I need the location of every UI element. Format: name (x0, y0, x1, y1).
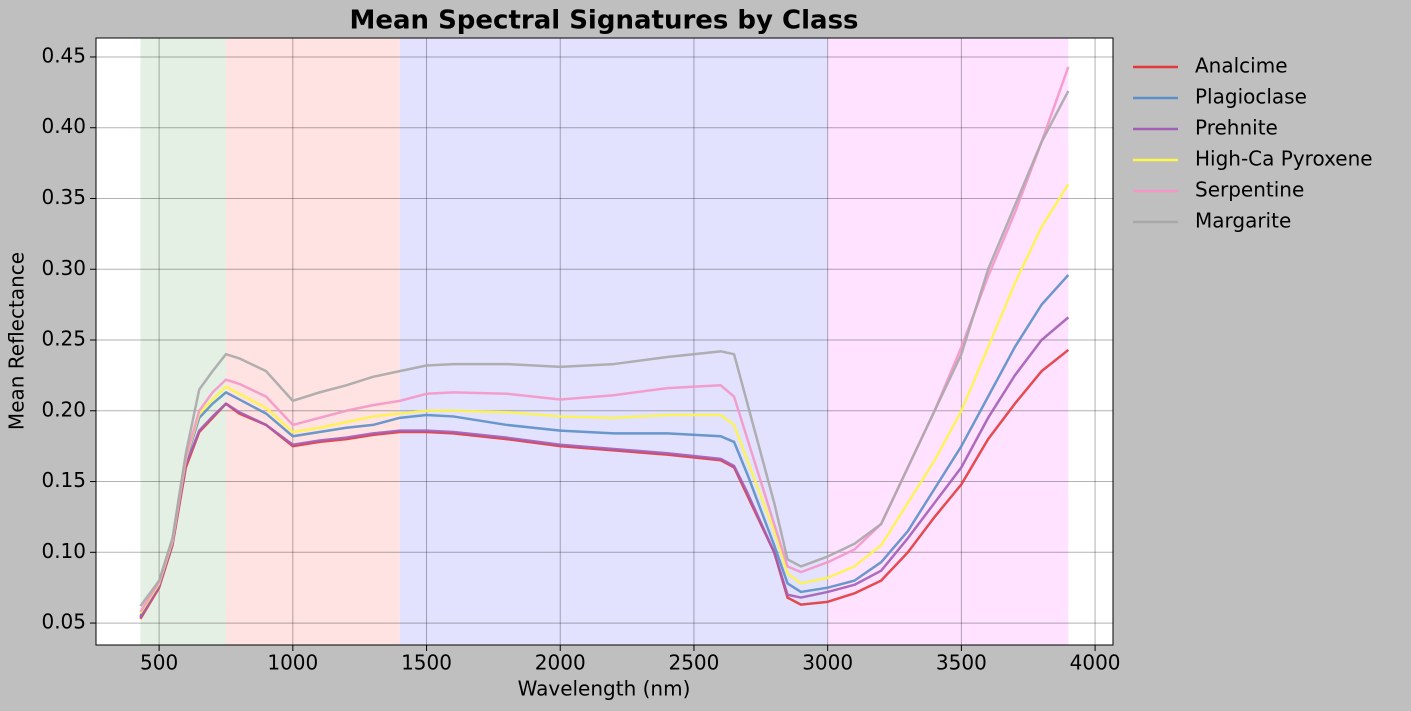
y-axis-title: Mean Reflectance (5, 252, 29, 430)
y-tick-label: 0.05 (41, 610, 86, 634)
lines (139, 66, 1070, 620)
y-tick-label: 0.25 (41, 327, 86, 351)
series-line (139, 274, 1070, 617)
y-tick-label: 0.30 (41, 256, 86, 280)
y-tick-label: 0.20 (41, 397, 86, 421)
x-tick-label: 4000 (1070, 651, 1121, 675)
x-tick-label: 2500 (668, 651, 719, 675)
series-line (139, 183, 1070, 614)
chart-title: Mean Spectral Signatures by Class (349, 6, 858, 36)
series-line (139, 90, 1070, 607)
legend-label: Prehnite (1195, 116, 1278, 140)
x-tick-label: 3000 (802, 651, 853, 675)
x-tick-label: 500 (140, 651, 178, 675)
legend-label: Serpentine (1195, 178, 1304, 202)
y-tick-label: 0.45 (41, 43, 86, 67)
legend-label: Margarite (1195, 209, 1291, 233)
x-tick-label: 3500 (936, 651, 987, 675)
grid (96, 38, 1113, 645)
legend-label: High-Ca Pyroxene (1195, 147, 1373, 171)
y-tick-label: 0.15 (41, 468, 86, 492)
labels: 500 1000 1500 2000 2500 3000 3500 4000 0.05 0.10 0… (41, 43, 1372, 674)
spectral-region (140, 38, 226, 645)
y-tick-label: 0.10 (41, 539, 86, 563)
legend-label: Plagioclase (1195, 85, 1307, 109)
x-axis-title: Wavelength (nm) (518, 677, 691, 701)
x-tick-label: 2000 (535, 651, 586, 675)
series-line (139, 316, 1070, 619)
regions (140, 38, 1069, 645)
x-tick-label: 1500 (401, 651, 452, 675)
plot-frame (95, 37, 1114, 646)
y-tick-label: 0.40 (41, 114, 86, 138)
spectral-region (225, 38, 400, 645)
y-tick-label: 0.35 (41, 185, 86, 209)
x-tick-label: 1000 (267, 651, 318, 675)
legend-label: Analcime (1195, 54, 1288, 78)
spectral-region (827, 38, 1069, 645)
spectral-region (399, 38, 828, 645)
